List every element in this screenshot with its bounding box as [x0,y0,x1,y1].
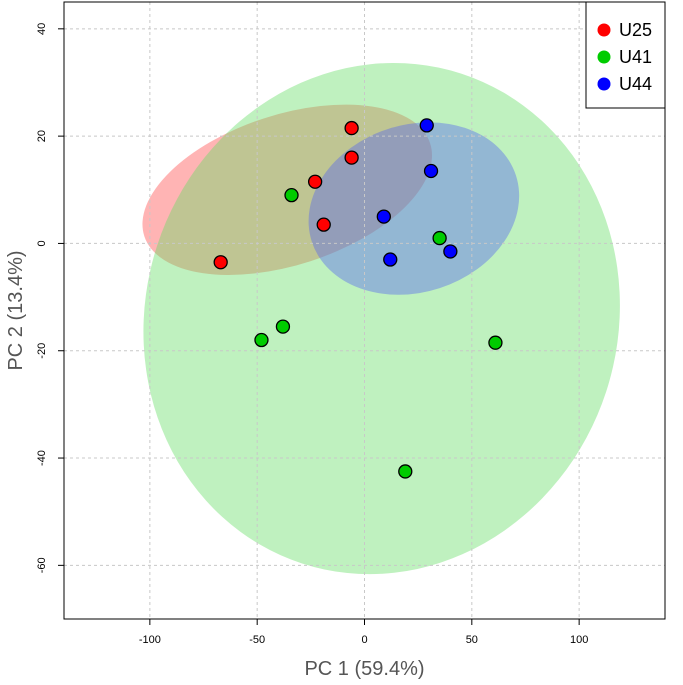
y-tick-label: 40 [36,23,48,35]
grid-lines [64,2,665,619]
y-tick-label: 20 [36,130,48,142]
legend-marker-u44 [597,77,611,91]
x-tick-label: 50 [466,634,478,646]
legend-label-u44: U44 [619,74,652,94]
legend: U25 U41 U44 [585,1,666,109]
point-u44 [376,209,391,224]
point-u25 [316,217,331,232]
x-axis-title: PC 1 (59.4%) [304,658,424,680]
point-u41 [275,319,291,334]
point-u25 [344,120,359,136]
point-u44 [423,163,439,179]
y-axis-title: PC 2 (13.4%) [5,250,27,370]
point-u25 [307,174,323,189]
x-tick-label: 0 [361,634,367,646]
point-u41 [432,230,447,246]
data-points [213,118,503,479]
point-u25 [213,255,228,270]
y-tick-label: 0 [36,240,48,246]
x-tick-label: 100 [570,634,588,646]
x-tick-label: -100 [139,634,161,646]
x-tick-label: -50 [249,634,265,646]
point-u25 [344,150,359,165]
point-u44 [383,252,398,267]
confidence-ellipses [142,62,620,575]
legend-marker-u41 [597,50,611,64]
y-tick-label: -60 [36,557,48,573]
ellipse-u41 [143,62,620,575]
y-tick-label: -20 [36,343,48,359]
legend-marker-u25 [597,23,611,37]
point-u41 [254,332,269,348]
point-u44 [419,118,434,133]
point-u41 [284,187,299,203]
ellipse-u44 [308,122,520,295]
axis-ticks: -100 -50 0 50 100 40 20 0 -20 -40 -60 [36,23,588,646]
point-u41 [488,335,503,350]
legend-label-u41: U41 [619,47,652,67]
point-u44 [443,244,458,259]
y-tick-label: -40 [36,450,48,466]
legend-label-u25: U25 [619,20,652,40]
point-u41 [398,464,413,479]
